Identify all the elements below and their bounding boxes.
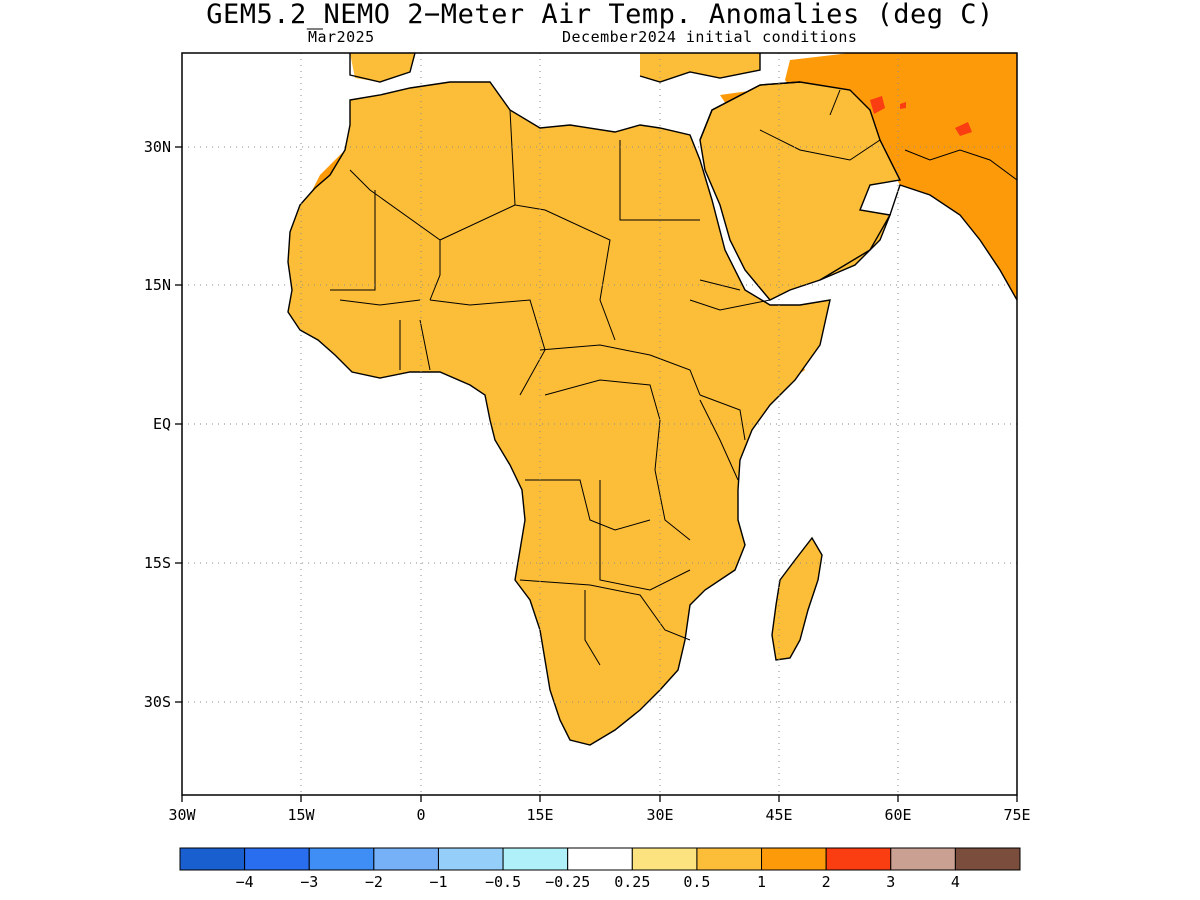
y-tick-30s: 30S bbox=[144, 693, 171, 711]
europe-land bbox=[350, 53, 415, 82]
colorbar-swatch bbox=[437, 847, 504, 871]
colorbar-swatch bbox=[825, 847, 892, 871]
colorbar-swatch bbox=[890, 847, 956, 871]
map-title: GEM5.2_NEMO 2−Meter Air Temp. Anomalies … bbox=[206, 0, 994, 30]
map-panel: 30W 15W 0 15E 30E 45E 60E 75E 30N 15N EQ… bbox=[144, 52, 1031, 824]
europe-east-land bbox=[640, 53, 760, 82]
y-tick-15s: 15S bbox=[144, 554, 171, 572]
colorbar-swatch bbox=[179, 847, 246, 871]
colorbar-swatch bbox=[761, 847, 827, 871]
y-tick-30n: 30N bbox=[144, 138, 171, 156]
colorbar-label: 0.5 bbox=[683, 873, 710, 891]
anomaly-2to3 bbox=[858, 96, 972, 136]
forecast-month: Mar2025 bbox=[308, 28, 375, 46]
colorbar-label: 1 bbox=[757, 873, 766, 891]
colorbar-swatch bbox=[502, 847, 569, 871]
x-tick-15e: 15E bbox=[526, 806, 553, 824]
colorbar-label: 3 bbox=[886, 873, 895, 891]
colorbar-swatch bbox=[244, 847, 310, 871]
colorbar-label: −4 bbox=[236, 873, 254, 891]
colorbar-swatch bbox=[373, 847, 439, 871]
x-tick-30e: 30E bbox=[646, 806, 673, 824]
colorbar-swatch bbox=[567, 847, 633, 871]
colorbar-label: −2 bbox=[365, 873, 383, 891]
colorbar-swatch bbox=[631, 847, 698, 871]
y-tick-eq: EQ bbox=[153, 415, 171, 433]
axis-ticks bbox=[175, 146, 1018, 802]
x-tick-45e: 45E bbox=[765, 806, 792, 824]
colorbar-label: −1 bbox=[429, 873, 447, 891]
x-axis-labels: 30W 15W 0 15E 30E 45E 60E 75E bbox=[168, 806, 1030, 824]
gridlines bbox=[182, 53, 1017, 795]
colorbar-label: 2 bbox=[822, 873, 831, 891]
x-tick-30w: 30W bbox=[168, 806, 196, 824]
colorbar-label: 4 bbox=[951, 873, 960, 891]
colorbar-label: −0.5 bbox=[485, 873, 521, 891]
y-tick-15n: 15N bbox=[144, 276, 171, 294]
colorbar-swatch bbox=[954, 847, 1021, 871]
colorbar-swatch bbox=[308, 847, 375, 871]
colorbar-label: 0.25 bbox=[614, 873, 650, 891]
colorbar-label: −0.25 bbox=[545, 873, 590, 891]
x-tick-15w: 15W bbox=[287, 806, 315, 824]
initial-conditions: December2024 initial conditions bbox=[562, 28, 858, 46]
colorbar-label: −3 bbox=[300, 873, 318, 891]
colorbar-swatch bbox=[696, 847, 763, 871]
x-tick-75e: 75E bbox=[1003, 806, 1030, 824]
y-axis-labels: 30N 15N EQ 15S 30S bbox=[144, 138, 171, 711]
x-tick-60e: 60E bbox=[884, 806, 911, 824]
coastlines bbox=[287, 53, 1017, 746]
x-tick-0: 0 bbox=[416, 806, 425, 824]
colorbar: −4 −3 −2 −1 −0.5 −0.25 0.25 0.5 1 2 3 4 bbox=[179, 847, 1021, 891]
